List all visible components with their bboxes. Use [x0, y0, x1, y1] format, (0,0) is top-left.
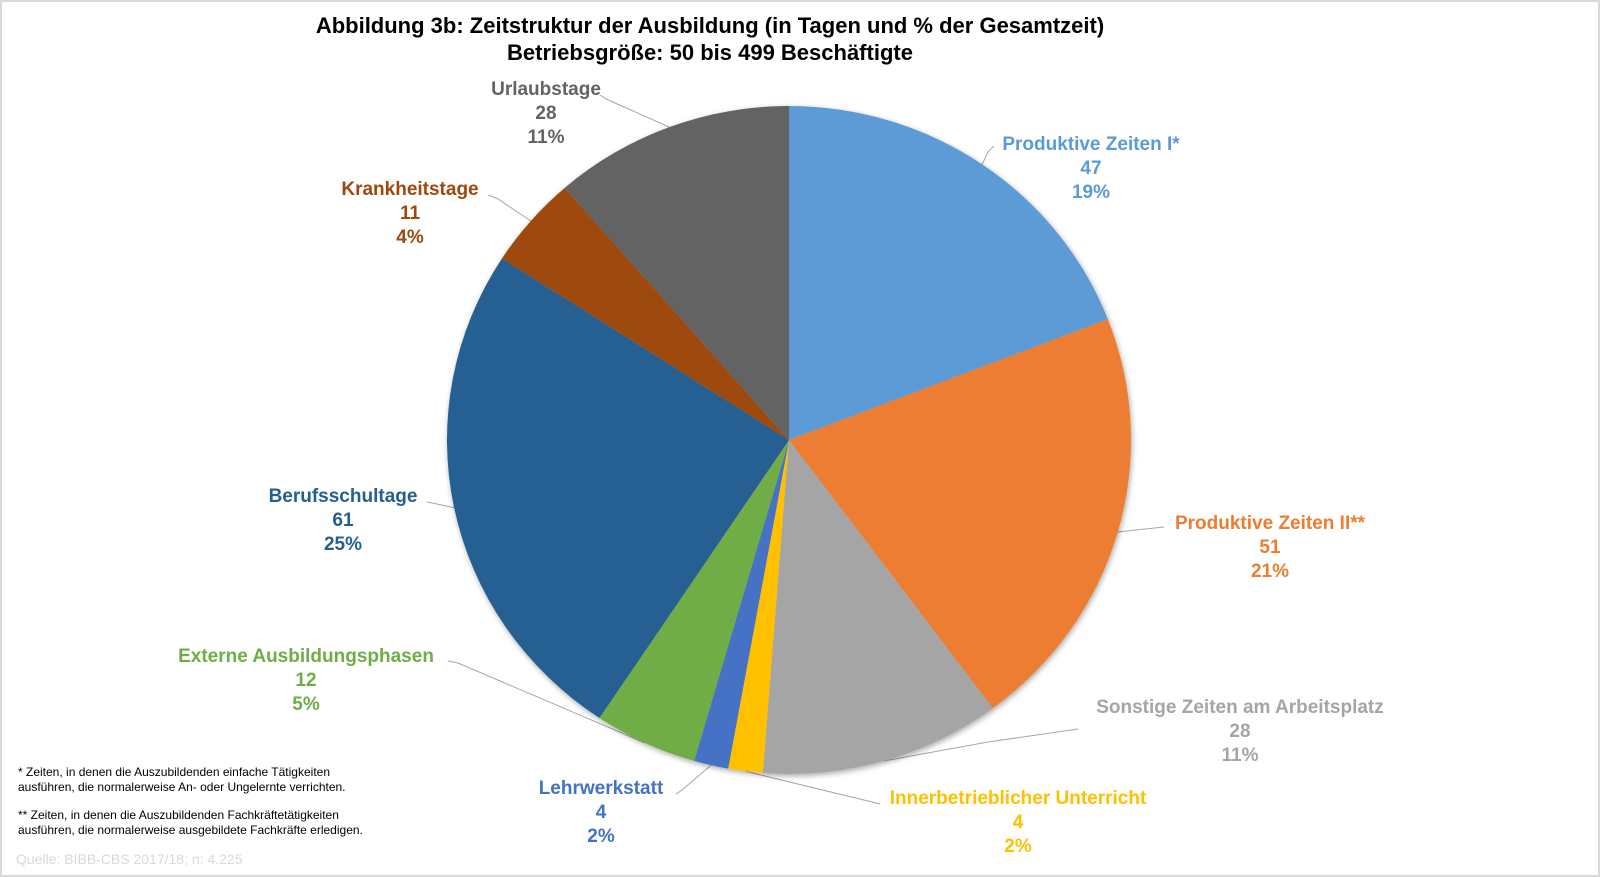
pie-slice-7	[447, 258, 789, 719]
pie-slice-2	[789, 319, 1131, 709]
slice-9-value-label: 28	[535, 103, 556, 124]
leader-line-5	[675, 764, 712, 795]
slice-2-label-label: Produktive Zeiten II**	[1175, 513, 1366, 534]
slice-5-percent-label: 2%	[587, 826, 615, 847]
data-labels: Produktive Zeiten I* 47 19% Produktive Zeit…	[178, 79, 1384, 857]
slice-1-percent-label: 19%	[1072, 182, 1110, 203]
slice-7-percent-label: 25%	[324, 534, 362, 555]
pie-slice-1	[789, 106, 1108, 440]
pie-slice-9	[564, 106, 789, 440]
pie-slice-4	[728, 440, 789, 774]
slice-9-label-label: Urlaubstage	[491, 79, 601, 100]
slice-6-value-label: 12	[295, 670, 316, 691]
leader-line-3	[883, 728, 1079, 762]
footnote-1-line-2: ausführen, die normalerweise An- oder Un…	[18, 780, 346, 794]
chart-subtitle: Betriebsgröße: 50 bis 499 Beschäftigte	[507, 40, 913, 65]
pie-slices	[447, 106, 1131, 774]
leader-line-8	[487, 194, 532, 222]
slice-8-label-label: Krankheitstage	[341, 179, 478, 200]
slice-2-value-label: 51	[1259, 537, 1281, 558]
footnote-1: * Zeiten, in denen die Auszubildenden ei…	[18, 765, 346, 795]
pie-slice-6	[599, 440, 789, 761]
footnote-1-line-1: * Zeiten, in denen die Auszubildenden ei…	[18, 765, 331, 779]
slice-4-label-label: Innerbetrieblicher Unterricht	[890, 788, 1147, 809]
leader-line-9	[599, 94, 670, 128]
slice-9-percent-label: 11%	[528, 127, 565, 148]
slice-6-label-label: Externe Ausbildungsphasen	[178, 646, 434, 667]
slice-7-value-label: 61	[332, 510, 354, 531]
footnote-2: ** Zeiten, in denen die Auszubildenden F…	[18, 808, 363, 838]
leader-line-6	[447, 660, 646, 744]
slice-1-label-label: Produktive Zeiten I*	[1002, 134, 1180, 155]
slice-6-percent-label: 5%	[292, 694, 320, 715]
chart-title: Abbildung 3b: Zeitstruktur der Ausbildun…	[315, 13, 1105, 38]
pie-slice-3	[762, 440, 993, 774]
leader-line-4	[745, 770, 881, 805]
pie-slice-8	[501, 187, 789, 440]
footnote-2-line-1: ** Zeiten, in denen die Auszubildenden F…	[18, 808, 339, 822]
slice-3-label-label: Sonstige Zeiten am Arbeitsplatz	[1096, 697, 1384, 718]
slice-7-label-label: Berufsschultage	[269, 486, 418, 507]
pie-slice-5	[694, 440, 789, 769]
footnote-2-line-2: ausführen, die normalerweise ausgebildet…	[18, 823, 363, 837]
leader-line-1	[981, 145, 995, 165]
leader-lines	[426, 94, 1165, 805]
slice-3-value-label: 28	[1229, 721, 1250, 742]
slice-5-value-label: 4	[596, 802, 607, 823]
slice-2-percent-label: 21%	[1251, 561, 1289, 582]
slice-3-percent-label: 11%	[1222, 745, 1259, 766]
leader-line-2	[1117, 526, 1165, 533]
slice-4-percent-label: 2%	[1004, 836, 1032, 857]
slice-8-value-label: 11	[400, 203, 421, 224]
slice-8-percent-label: 4%	[396, 227, 424, 248]
slice-4-value-label: 4	[1013, 812, 1024, 833]
source-note: Quelle: BIBB-CBS 2017/18; n: 4.225	[16, 851, 243, 867]
slice-1-value-label: 47	[1080, 158, 1101, 179]
slice-5-label-label: Lehrwerkstatt	[539, 778, 664, 799]
leader-line-7	[426, 501, 455, 509]
